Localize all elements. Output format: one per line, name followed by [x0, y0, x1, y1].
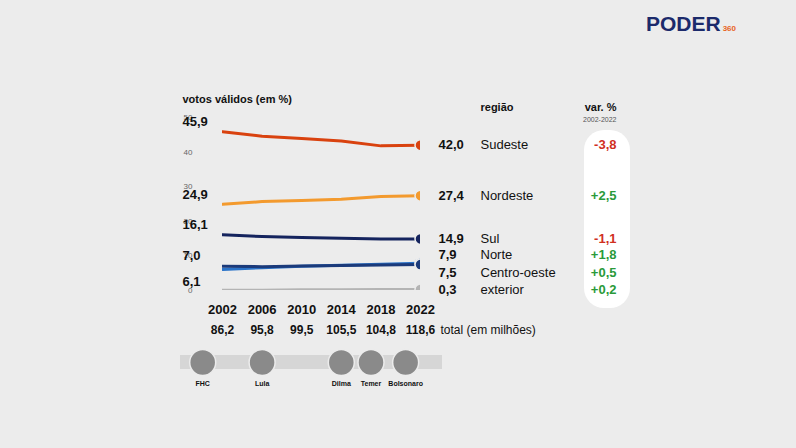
svg-text:região: região: [481, 101, 514, 113]
svg-text:+1,81.8: +1,81.8: [591, 247, 617, 262]
svg-text:27,4: 27,4: [439, 188, 465, 203]
svg-text:24,9: 24,9: [183, 187, 208, 202]
svg-text:2002: 2002: [208, 302, 237, 317]
svg-text:118,6118.6: 118,6118.6: [406, 323, 436, 337]
svg-text:2018: 2018: [366, 302, 395, 317]
svg-text:86,286.2: 86,286.2: [211, 323, 235, 337]
svg-text:2006: 2006: [248, 302, 277, 317]
svg-text:7,9: 7,9: [439, 247, 457, 262]
svg-text:total (em milhões): total (em milhões): [441, 323, 536, 337]
svg-text:2002-2022: 2002-2022: [583, 116, 617, 123]
svg-text:Centro-oeste: Centro-oeste: [481, 265, 556, 280]
svg-text:Lula: Lula: [255, 380, 269, 387]
svg-text:votos válidos (em %): votos válidos (em %): [183, 93, 293, 105]
svg-text:45,9: 45,9: [183, 114, 208, 129]
svg-text:-1,1-1.1: -1,1-1.1: [594, 231, 616, 246]
svg-text:+2,52.5: +2,52.5: [591, 188, 617, 203]
svg-text:6,1: 6,1: [183, 274, 201, 289]
html-text:PODER: PODER: [646, 12, 721, 35]
svg-text:105,5105.5: 105,5105.5: [326, 323, 356, 337]
svg-text:0: 0: [188, 286, 193, 296]
svg-text:42,0: 42,0: [439, 137, 464, 152]
svg-text:Nordeste: Nordeste: [481, 188, 534, 203]
svg-text:+0,20.2: +0,20.2: [591, 282, 617, 297]
svg-text:40: 40: [184, 148, 193, 157]
svg-text:-3,8-3.8: -3,8-3.8: [594, 137, 616, 152]
svg-text:Temer: Temer: [361, 380, 382, 387]
svg-text:Norte: Norte: [481, 247, 513, 262]
svg-text:Bolsonaro: Bolsonaro: [388, 380, 423, 387]
svg-text:FHC: FHC: [196, 380, 210, 387]
svg-text:2010: 2010: [287, 302, 316, 317]
svg-text:var. %: var. %: [585, 101, 617, 113]
svg-text:7,0: 7,0: [183, 248, 201, 263]
svg-text:+0,50.5: +0,50.5: [591, 265, 617, 280]
svg-text:16,1: 16,1: [183, 217, 208, 232]
svg-text:95,895.8: 95,895.8: [250, 323, 274, 337]
svg-text:0,3: 0,3: [439, 282, 457, 297]
svg-text:2022: 2022: [406, 302, 435, 317]
svg-text:Sudeste: Sudeste: [481, 137, 529, 152]
html-text:360: 360: [722, 24, 736, 33]
svg-text:7,5: 7,5: [439, 265, 457, 280]
svg-text:104,8104.8: 104,8104.8: [366, 323, 396, 337]
svg-text:2014: 2014: [327, 302, 357, 317]
svg-text:exterior: exterior: [481, 282, 525, 297]
svg-text:14,9: 14,9: [439, 231, 464, 246]
svg-text:Dilma: Dilma: [332, 380, 351, 387]
svg-text:Sul: Sul: [481, 231, 500, 246]
svg-text:99,599.5: 99,599.5: [290, 323, 314, 337]
